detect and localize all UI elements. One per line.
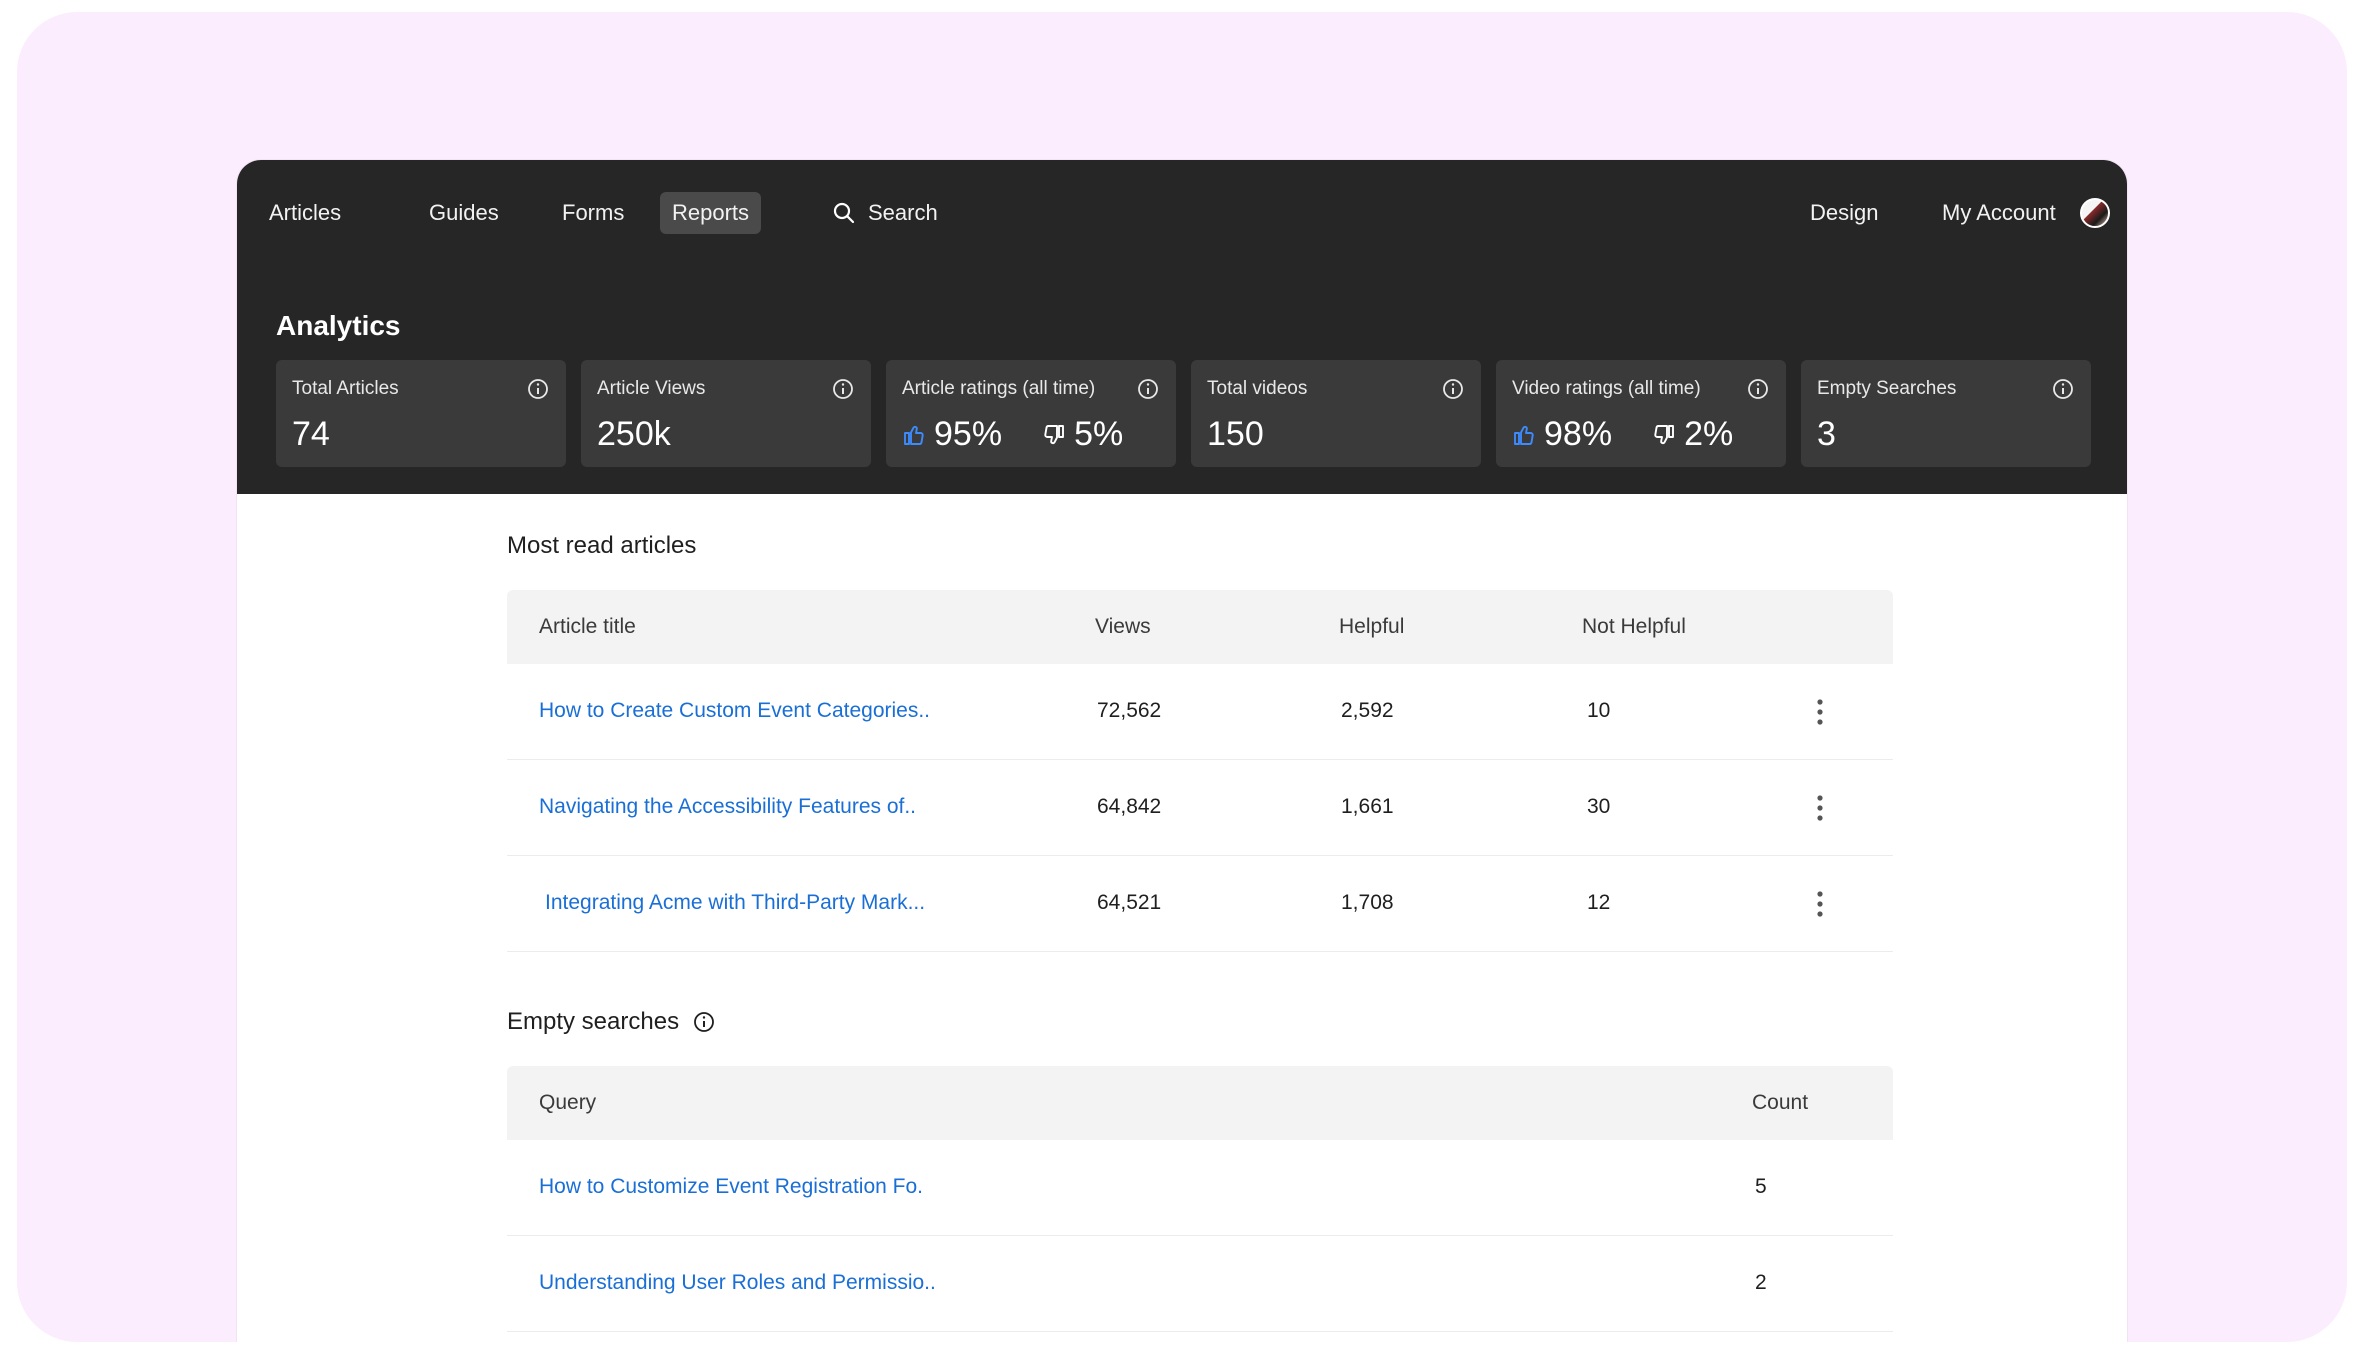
stat-card-total-videos: Total videos 150 xyxy=(1191,360,1481,467)
empty-searches-table: Query Count How to Customize Event Regis… xyxy=(507,1066,1893,1332)
most-read-table: Article title Views Helpful Not Helpful … xyxy=(507,590,1893,952)
stat-card-total-articles: Total Articles 74 xyxy=(276,360,566,467)
table-row: Understanding User Roles and Permissio..… xyxy=(507,1236,1893,1332)
table-header: Query Count xyxy=(507,1066,1893,1140)
stat-label: Empty Searches xyxy=(1817,378,1957,399)
table-header: Article title Views Helpful Not Helpful xyxy=(507,590,1893,664)
table-row: How to Customize Event Registration Fo. … xyxy=(507,1140,1893,1236)
rating-down-value: 2% xyxy=(1684,415,1734,453)
info-icon[interactable] xyxy=(527,378,549,400)
top-nav: Articles Guides Forms Reports Search Des… xyxy=(237,160,2127,242)
nav-search[interactable]: Search xyxy=(832,192,938,234)
avatar[interactable] xyxy=(2080,198,2110,228)
helpful-cell: 2,592 xyxy=(1341,699,1394,722)
stat-card-article-ratings: Article ratings (all time) 95% 5% xyxy=(886,360,1176,467)
rating-up-value: 98% xyxy=(1544,415,1613,453)
stat-label: Article ratings (all time) xyxy=(902,378,1096,399)
info-icon[interactable] xyxy=(832,378,854,400)
article-title-link[interactable]: Integrating Acme with Third-Party Mark..… xyxy=(545,891,926,914)
article-title-link[interactable]: How to Create Custom Event Categories.. xyxy=(539,699,931,722)
rating-up-value: 95% xyxy=(934,415,1003,453)
empty-searches-title: Empty searches xyxy=(507,1008,715,1036)
analytics-title: Analytics xyxy=(276,310,401,341)
nav-item-articles[interactable]: Articles xyxy=(269,200,342,225)
stat-value: 250k xyxy=(597,415,671,453)
column-header-not-helpful: Not Helpful xyxy=(1582,615,1686,638)
not-helpful-cell: 30 xyxy=(1587,795,1611,818)
info-icon[interactable] xyxy=(2052,378,2074,400)
nav-item-reports[interactable]: Reports xyxy=(660,192,762,234)
page-background: Articles Guides Forms Reports Search Des… xyxy=(17,12,2347,1342)
thumbs-up-icon xyxy=(1514,425,1534,445)
count-cell: 2 xyxy=(1755,1271,1767,1294)
stat-label: Article Views xyxy=(597,378,706,399)
most-read-title: Most read articles xyxy=(507,532,696,560)
thumbs-up-icon xyxy=(904,425,924,445)
column-header-article-title: Article title xyxy=(539,615,636,638)
nav-item-my-account[interactable]: My Account xyxy=(1942,200,2056,225)
more-options-icon[interactable] xyxy=(1817,698,1823,726)
stat-value: 150 xyxy=(1207,415,1264,453)
stat-card-empty-searches: Empty Searches 3 xyxy=(1801,360,2091,467)
app-window: Articles Guides Forms Reports Search Des… xyxy=(237,160,2127,1342)
stat-value: 74 xyxy=(292,415,330,453)
stat-card-video-ratings: Video ratings (all time) 98% 2% xyxy=(1496,360,1786,467)
nav-item-guides[interactable]: Guides xyxy=(429,200,499,225)
article-title-link[interactable]: Navigating the Accessibility Features of… xyxy=(539,795,917,818)
query-link[interactable]: How to Customize Event Registration Fo. xyxy=(539,1175,923,1198)
stat-label: Total videos xyxy=(1207,378,1308,399)
column-header-count: Count xyxy=(1752,1091,1809,1114)
dark-header: Articles Guides Forms Reports Search Des… xyxy=(237,160,2127,494)
views-cell: 64,521 xyxy=(1097,891,1162,914)
query-link[interactable]: Understanding User Roles and Permissio.. xyxy=(539,1271,936,1294)
stat-label: Video ratings (all time) xyxy=(1512,378,1701,399)
rating-values: 98% 2% xyxy=(1512,415,1733,454)
column-header-views: Views xyxy=(1095,615,1151,638)
more-options-icon[interactable] xyxy=(1817,890,1823,918)
rating-down-value: 5% xyxy=(1074,415,1124,453)
most-read-title-text: Most read articles xyxy=(507,532,697,559)
stat-value: 3 xyxy=(1817,415,1836,453)
thumbs-down-icon xyxy=(1654,424,1675,444)
table-row: How to Create Custom Event Categories.. … xyxy=(507,664,1893,760)
column-header-helpful: Helpful xyxy=(1339,615,1405,638)
helpful-cell: 1,661 xyxy=(1341,795,1394,818)
stat-label: Total Articles xyxy=(292,378,399,399)
info-icon[interactable] xyxy=(693,1011,715,1033)
column-header-query: Query xyxy=(539,1091,597,1114)
stat-card-article-views: Article Views 250k xyxy=(581,360,871,467)
rating-values: 95% 5% xyxy=(902,415,1123,454)
info-icon[interactable] xyxy=(1747,378,1769,400)
views-cell: 72,562 xyxy=(1097,699,1162,722)
thumbs-down-icon xyxy=(1044,424,1065,444)
helpful-cell: 1,708 xyxy=(1341,891,1394,914)
nav-item-forms[interactable]: Forms xyxy=(562,200,625,225)
search-label: Search xyxy=(868,200,938,225)
table-row: Navigating the Accessibility Features of… xyxy=(507,760,1893,856)
info-icon[interactable] xyxy=(1442,378,1464,400)
views-cell: 64,842 xyxy=(1097,795,1162,818)
info-icon[interactable] xyxy=(1137,378,1159,400)
not-helpful-cell: 10 xyxy=(1587,699,1611,722)
empty-searches-title-text: Empty searches xyxy=(507,1008,680,1035)
table-row: Integrating Acme with Third-Party Mark..… xyxy=(507,856,1893,952)
search-icon xyxy=(833,202,855,224)
not-helpful-cell: 12 xyxy=(1587,891,1611,914)
count-cell: 5 xyxy=(1755,1175,1767,1198)
more-options-icon[interactable] xyxy=(1817,794,1823,822)
nav-item-design[interactable]: Design xyxy=(1810,200,1879,225)
